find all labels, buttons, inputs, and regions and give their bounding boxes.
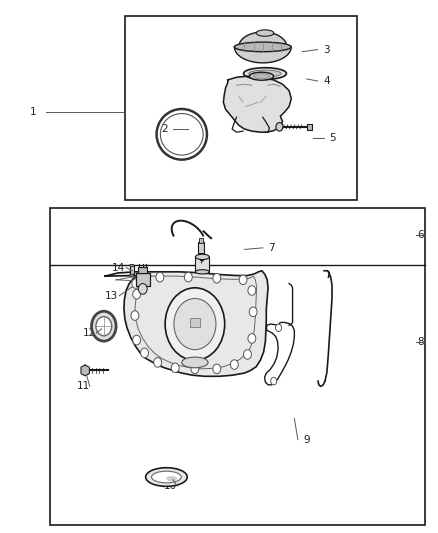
Text: 1: 1 [29, 107, 36, 117]
Circle shape [276, 123, 283, 131]
Text: 13: 13 [105, 291, 118, 301]
Polygon shape [105, 271, 268, 376]
Text: 9: 9 [303, 435, 310, 445]
Circle shape [138, 284, 147, 294]
Polygon shape [223, 76, 291, 132]
Bar [138, 267, 147, 273]
Ellipse shape [166, 476, 177, 481]
Circle shape [276, 324, 282, 332]
Text: 5: 5 [329, 133, 336, 142]
Circle shape [174, 298, 216, 350]
Ellipse shape [253, 74, 270, 79]
Text: 7: 7 [268, 243, 275, 253]
Text: 10: 10 [164, 481, 177, 491]
Ellipse shape [195, 254, 209, 260]
Circle shape [133, 289, 141, 299]
Bar [199, 238, 203, 243]
Ellipse shape [130, 264, 134, 266]
Text: 2: 2 [161, 124, 168, 134]
Circle shape [191, 364, 199, 374]
Text: 3: 3 [323, 45, 330, 54]
Circle shape [133, 335, 141, 345]
Text: 11: 11 [77, 382, 90, 391]
Polygon shape [234, 32, 291, 63]
Circle shape [131, 311, 139, 320]
Bar [190, 318, 200, 327]
Text: 4: 4 [323, 76, 330, 86]
Ellipse shape [249, 70, 281, 77]
Circle shape [248, 286, 256, 295]
Circle shape [141, 348, 148, 358]
Bar [136, 273, 150, 286]
Ellipse shape [256, 30, 274, 36]
Circle shape [271, 377, 277, 385]
Ellipse shape [152, 471, 181, 483]
Polygon shape [81, 365, 89, 376]
Circle shape [244, 350, 251, 359]
Circle shape [132, 279, 140, 288]
Bar [198, 242, 204, 254]
Text: 8: 8 [417, 337, 424, 347]
Circle shape [213, 273, 221, 283]
Circle shape [165, 288, 225, 360]
Circle shape [184, 272, 192, 282]
Bar [130, 265, 134, 275]
Text: 14: 14 [112, 263, 125, 272]
Ellipse shape [195, 270, 209, 274]
Circle shape [96, 317, 112, 336]
Circle shape [213, 364, 221, 374]
Circle shape [230, 360, 238, 369]
Circle shape [154, 358, 162, 367]
Circle shape [249, 307, 257, 317]
Circle shape [171, 363, 179, 373]
Ellipse shape [145, 468, 187, 486]
Ellipse shape [234, 42, 291, 52]
Ellipse shape [244, 68, 286, 79]
Bar [199, 253, 204, 260]
Bar [307, 124, 312, 130]
Text: 12: 12 [83, 328, 96, 338]
Circle shape [156, 272, 164, 282]
Ellipse shape [130, 274, 134, 276]
FancyBboxPatch shape [50, 208, 425, 525]
Ellipse shape [250, 72, 273, 80]
Text: 6: 6 [417, 230, 424, 239]
Circle shape [92, 311, 116, 341]
Ellipse shape [182, 357, 208, 368]
Circle shape [248, 334, 256, 343]
FancyBboxPatch shape [125, 16, 357, 200]
Circle shape [239, 275, 247, 285]
Bar [195, 257, 209, 272]
